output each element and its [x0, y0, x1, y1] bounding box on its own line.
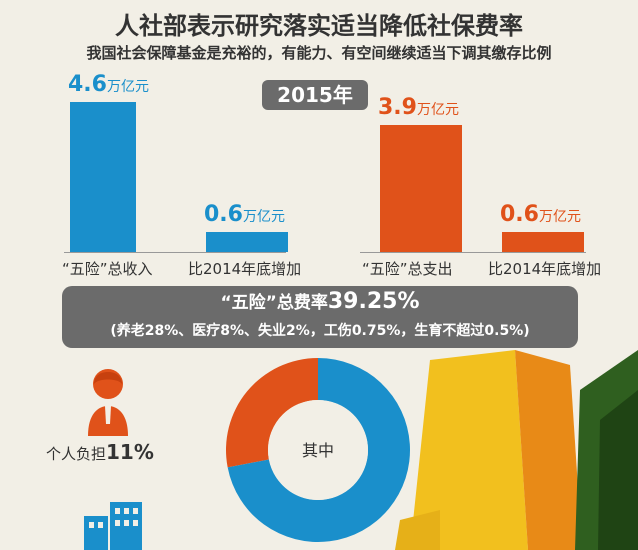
- bar-value-unit: 万亿元: [538, 209, 581, 226]
- total-rate-label: “五险”总费率: [220, 293, 328, 313]
- bar-category-label-2: “五险”总支出: [362, 260, 453, 278]
- bar-value-label-1: 0.6万亿元: [204, 202, 285, 227]
- bar-value-unit: 万亿元: [242, 209, 285, 226]
- donut-chart: 其中: [226, 358, 410, 542]
- dark-green-column: [598, 390, 638, 550]
- bottom-graphic: 其中: [84, 350, 638, 550]
- donut-slice-1: [227, 358, 410, 542]
- building-icon: [84, 502, 142, 550]
- person-icon: [88, 369, 128, 436]
- personal-burden-value: 11%: [106, 440, 154, 464]
- bar-baseline-1: [360, 252, 586, 253]
- donut-hole: [268, 400, 368, 500]
- bar-baseline-0: [64, 252, 286, 253]
- bar-0: [70, 102, 136, 252]
- page-title: 人社部表示研究落实适当降低社保费率: [115, 12, 523, 40]
- yellow-column-side: [395, 510, 440, 550]
- year-badge: 2015年: [262, 80, 368, 110]
- bar-category-label-0: “五险”总收入: [62, 260, 153, 278]
- personal-burden: 个人负担11%: [46, 440, 154, 464]
- bar-value-unit: 万亿元: [416, 101, 459, 118]
- rate-breakdown: (养老28%、医疗8%、失业2%，工伤0.75%，生育不超过0.5%): [110, 323, 530, 339]
- bar-category-label-1: 比2014年底增加: [188, 260, 302, 278]
- bar-value-number: 0.6: [500, 202, 539, 228]
- bar-value-unit: 万亿元: [106, 79, 149, 96]
- decorative-columns: [395, 350, 638, 550]
- bar-category-label-3: 比2014年底增加: [488, 260, 602, 278]
- total-rate-box: “五险”总费率39.25% (养老28%、医疗8%、失业2%，工伤0.75%，生…: [62, 286, 578, 348]
- donut-slice-0: [226, 358, 318, 468]
- amber-column: [515, 350, 582, 550]
- total-rate-value: 39.25%: [327, 289, 420, 314]
- bar-value-label-0: 4.6万亿元: [68, 72, 149, 97]
- bar-3: [502, 232, 584, 252]
- bar-2: [380, 124, 462, 252]
- page-subtitle: 我国社会保障基金是充裕的，有能力、有空间继续适当下调其缴存比例: [86, 44, 552, 62]
- bar-value-number: 3.9: [378, 94, 417, 120]
- bar-chart: 4.6万亿元 “五险”总收入 0.6万亿元 比2014年底增加 3.9万亿元 “五险”总支…: [62, 72, 602, 278]
- bar-value-number: 4.6: [68, 72, 107, 98]
- bar-value-label-2: 3.9万亿元: [378, 95, 459, 120]
- bar-value-number: 0.6: [204, 202, 243, 228]
- personal-burden-label: 个人负担: [46, 445, 107, 463]
- donut-center-label: 其中: [302, 441, 334, 460]
- bar-value-label-3: 0.6万亿元: [500, 202, 581, 227]
- yellow-column: [410, 350, 528, 550]
- total-rate-line: “五险”总费率39.25%: [62, 288, 578, 314]
- bar-1: [206, 232, 288, 252]
